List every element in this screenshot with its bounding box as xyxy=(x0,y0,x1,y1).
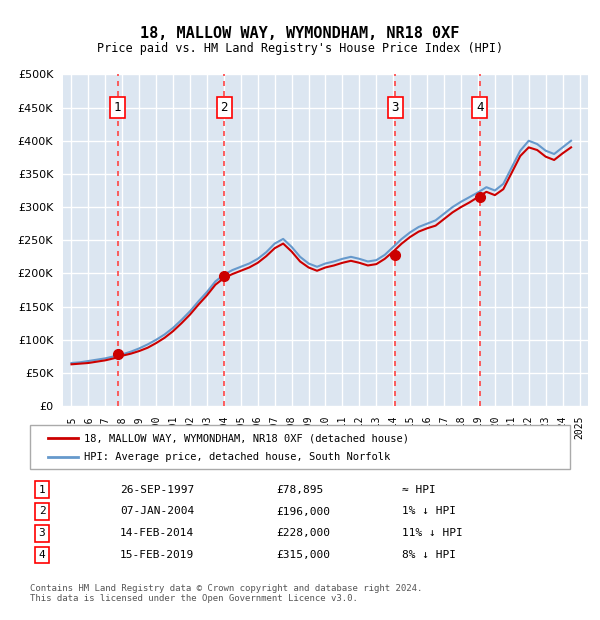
Text: 07-JAN-2004: 07-JAN-2004 xyxy=(120,507,194,516)
Text: 15-FEB-2019: 15-FEB-2019 xyxy=(120,550,194,560)
Text: 1: 1 xyxy=(114,101,121,114)
Text: Contains HM Land Registry data © Crown copyright and database right 2024.
This d: Contains HM Land Registry data © Crown c… xyxy=(30,584,422,603)
Text: £228,000: £228,000 xyxy=(276,528,330,538)
Text: 26-SEP-1997: 26-SEP-1997 xyxy=(120,485,194,495)
Text: 3: 3 xyxy=(392,101,399,114)
Text: ≈ HPI: ≈ HPI xyxy=(402,485,436,495)
Text: 2: 2 xyxy=(220,101,228,114)
Text: HPI: Average price, detached house, South Norfolk: HPI: Average price, detached house, Sout… xyxy=(84,452,390,462)
Text: 1: 1 xyxy=(38,485,46,495)
Text: 2: 2 xyxy=(38,507,46,516)
Text: 1% ↓ HPI: 1% ↓ HPI xyxy=(402,507,456,516)
Text: £315,000: £315,000 xyxy=(276,550,330,560)
Text: Price paid vs. HM Land Registry's House Price Index (HPI): Price paid vs. HM Land Registry's House … xyxy=(97,42,503,55)
Text: £196,000: £196,000 xyxy=(276,507,330,516)
Text: 11% ↓ HPI: 11% ↓ HPI xyxy=(402,528,463,538)
Text: 8% ↓ HPI: 8% ↓ HPI xyxy=(402,550,456,560)
Text: 18, MALLOW WAY, WYMONDHAM, NR18 0XF (detached house): 18, MALLOW WAY, WYMONDHAM, NR18 0XF (det… xyxy=(84,433,409,443)
Text: 14-FEB-2014: 14-FEB-2014 xyxy=(120,528,194,538)
Text: 4: 4 xyxy=(38,550,46,560)
Text: 18, MALLOW WAY, WYMONDHAM, NR18 0XF: 18, MALLOW WAY, WYMONDHAM, NR18 0XF xyxy=(140,26,460,41)
Text: 4: 4 xyxy=(476,101,484,114)
Text: £78,895: £78,895 xyxy=(276,485,323,495)
Text: 3: 3 xyxy=(38,528,46,538)
